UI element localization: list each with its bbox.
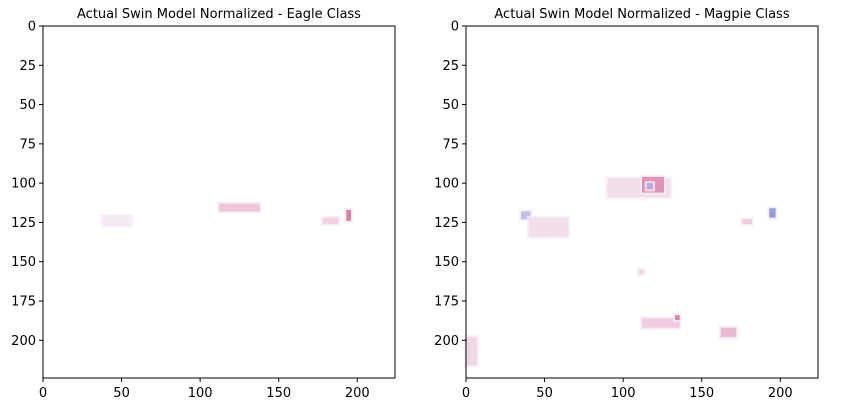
y-tick-label: 150 xyxy=(434,255,459,270)
heatmap-halo xyxy=(217,201,262,214)
heatmap-halo xyxy=(100,214,133,228)
y-tick-label: 175 xyxy=(434,295,459,310)
heatmap-cell xyxy=(103,216,131,225)
x-tick-label: 50 xyxy=(113,386,130,401)
heatmap-cell xyxy=(642,318,680,328)
heatmap-cell xyxy=(521,211,531,220)
heatmap-halo xyxy=(464,335,479,368)
heatmap-halo xyxy=(644,181,655,192)
y-tick-label: 175 xyxy=(11,295,36,310)
heatmap-cell xyxy=(322,217,339,224)
x-tick-label: 0 xyxy=(462,386,470,401)
heatmap-cell xyxy=(219,203,260,212)
heatmap-halo xyxy=(640,316,682,330)
x-tick-label: 100 xyxy=(188,386,213,401)
y-axis-eagle: 0 25 50 75 100 125 150 175 200 xyxy=(11,20,43,349)
heatmap-halo xyxy=(636,267,646,277)
y-tick-label: 150 xyxy=(11,255,36,270)
heatmap-halo xyxy=(740,217,754,226)
x-tick-label: 0 xyxy=(39,386,47,401)
x-axis-eagle: 0 50 100 150 200 xyxy=(39,378,370,401)
y-tick-label: 25 xyxy=(442,59,459,74)
heatmap-cell xyxy=(769,208,776,218)
heatmap-halo xyxy=(673,313,682,322)
y-tick-label: 200 xyxy=(11,334,36,349)
heatmap-cell xyxy=(638,269,644,275)
heatmap-panel-magpie: Actual Swin Model Normalized - Magpie Cl… xyxy=(434,7,819,401)
heatmap-cells-magpie xyxy=(464,174,778,368)
heatmap-cells-eagle xyxy=(100,201,353,228)
heatmap-halo xyxy=(718,325,739,340)
y-tick-label: 75 xyxy=(442,137,459,152)
x-axis-magpie: 0 50 100 150 200 xyxy=(462,378,793,401)
y-tick-label: 75 xyxy=(19,137,36,152)
y-tick-label: 125 xyxy=(11,216,36,231)
y-tick-label: 50 xyxy=(19,98,36,113)
heatmap-cell xyxy=(528,217,569,237)
heatmap-cell xyxy=(742,219,752,224)
y-tick-label: 25 xyxy=(19,59,36,74)
heatmap-halo xyxy=(526,215,571,239)
y-tick-label: 0 xyxy=(451,20,459,35)
heatmap-cell xyxy=(675,315,680,320)
heatmap-cell xyxy=(720,327,737,338)
heatmap-halo xyxy=(519,209,533,222)
y-tick-label: 50 xyxy=(442,98,459,113)
plot-frame-magpie xyxy=(465,25,819,379)
chart-title-eagle: Actual Swin Model Normalized - Eagle Cla… xyxy=(77,7,361,22)
y-axis-magpie: 0 25 50 75 100 125 150 175 200 xyxy=(434,20,466,349)
y-tick-label: 200 xyxy=(434,334,459,349)
y-tick-label: 100 xyxy=(434,177,459,192)
x-tick-label: 150 xyxy=(266,386,291,401)
heatmap-halo xyxy=(320,215,341,226)
heatmap-cell xyxy=(466,337,477,366)
x-tick-label: 50 xyxy=(536,386,553,401)
x-tick-label: 150 xyxy=(689,386,714,401)
plot-frame-eagle xyxy=(42,25,396,379)
x-tick-label: 100 xyxy=(611,386,636,401)
x-tick-label: 200 xyxy=(768,386,793,401)
y-tick-label: 100 xyxy=(11,177,36,192)
y-tick-label: 0 xyxy=(28,20,36,35)
heatmap-cell xyxy=(346,209,351,221)
chart-title-magpie: Actual Swin Model Normalized - Magpie Cl… xyxy=(494,7,789,22)
heatmap-cell xyxy=(646,183,653,190)
y-tick-label: 125 xyxy=(434,216,459,231)
x-tick-label: 200 xyxy=(345,386,370,401)
heatmap-panel-eagle: Actual Swin Model Normalized - Eagle Cla… xyxy=(11,7,396,401)
